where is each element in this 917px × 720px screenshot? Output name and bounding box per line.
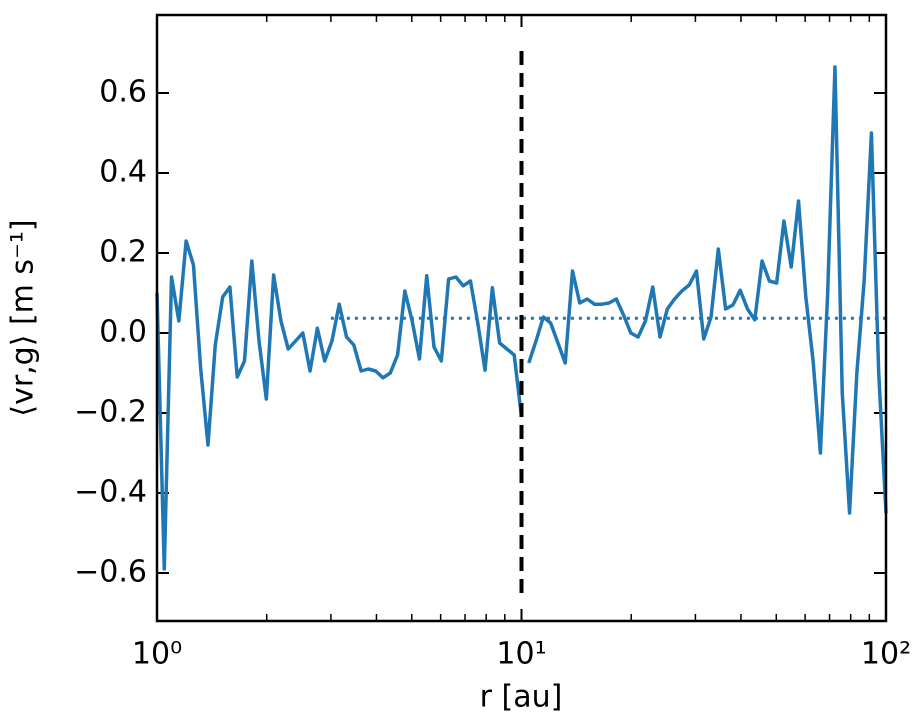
y-tick-label: 0.4 bbox=[99, 155, 147, 190]
x-tick-label: 10⁰ bbox=[132, 637, 182, 672]
y-tick-label: 0.2 bbox=[99, 235, 147, 270]
y-axis-label: ⟨vr,g⟩ [m s⁻¹] bbox=[6, 219, 41, 416]
data-line bbox=[155, 239, 524, 571]
y-tick-label: −0.2 bbox=[74, 395, 147, 430]
y-tick-label: 0.6 bbox=[99, 75, 147, 110]
x-axis-label: r [au] bbox=[480, 680, 563, 715]
x-tick-label: 10¹ bbox=[496, 637, 546, 672]
y-tick-label: −0.6 bbox=[74, 555, 147, 590]
y-tick-label: 0.0 bbox=[99, 315, 147, 350]
data-line bbox=[527, 65, 888, 515]
plot-frame bbox=[155, 13, 888, 623]
x-tick-label: 10² bbox=[861, 637, 911, 672]
y-tick-label: −0.4 bbox=[74, 475, 147, 510]
